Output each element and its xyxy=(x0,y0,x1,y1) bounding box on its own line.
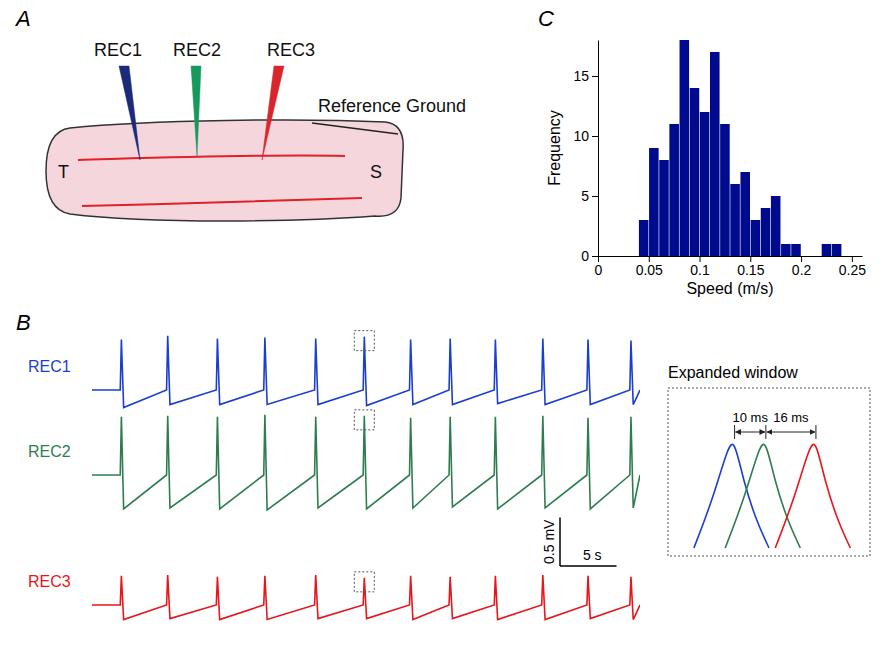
bar xyxy=(761,208,771,256)
y-tick-label: 10 xyxy=(573,128,589,144)
electrode xyxy=(262,66,284,160)
electrode-label: REC1 xyxy=(94,40,142,60)
bar xyxy=(690,88,700,256)
bar xyxy=(710,52,720,256)
delay-arrow xyxy=(767,432,815,433)
y-tick-mark xyxy=(592,76,598,77)
bar xyxy=(649,148,659,256)
inset-title: Expanded window xyxy=(668,364,798,381)
bar xyxy=(680,40,690,256)
electrode xyxy=(119,66,140,160)
trace-group xyxy=(92,575,640,620)
bar xyxy=(812,256,822,257)
y-axis-line xyxy=(598,41,599,257)
x-tick-label: 0.25 xyxy=(839,262,866,278)
y-tick: 15 xyxy=(573,68,598,84)
expanded-box xyxy=(354,572,374,592)
figure: ABCREC1REC2REC3Reference GroundTSREC1REC… xyxy=(0,0,887,648)
trace xyxy=(92,415,640,510)
bar xyxy=(751,220,761,256)
y-tick-label: 15 xyxy=(573,68,589,84)
peak-tick xyxy=(765,425,766,439)
fiber xyxy=(78,155,345,160)
trace-group xyxy=(92,336,640,408)
inset-spike xyxy=(725,444,800,548)
x-tick-label: 0 xyxy=(595,262,603,278)
bar xyxy=(801,256,811,257)
panel-c: 0 0.05 0.1 0.15 0.2 0.25 0 5 10 15 Speed (m/s) Freq… xyxy=(546,40,866,297)
bar xyxy=(639,220,649,256)
expanded-box xyxy=(354,410,374,430)
x-axis-title: Speed (m/s) xyxy=(686,280,773,297)
x-tick: 0.2 xyxy=(792,256,812,278)
fiber xyxy=(82,198,362,206)
scale-bar-x xyxy=(560,565,616,567)
x-tick-label: 0.05 xyxy=(636,262,663,278)
bar xyxy=(669,124,679,256)
bars xyxy=(639,40,841,256)
scale-bar-x-label: 5 s xyxy=(583,547,602,563)
bar xyxy=(730,184,740,256)
x-axis: 0 0.05 0.1 0.15 0.2 0.25 xyxy=(595,256,867,278)
y-tick: 5 xyxy=(581,188,598,204)
panel-letter: A xyxy=(14,6,31,31)
x-tick: 0.25 xyxy=(839,256,866,278)
y-axis-title: Frequency xyxy=(546,110,563,186)
reference-wire xyxy=(312,123,398,134)
end-label: T xyxy=(58,162,69,182)
bar xyxy=(700,112,710,256)
inset-marks xyxy=(694,444,850,548)
reference-label: Reference Ground xyxy=(318,96,466,116)
x-tick: 0.15 xyxy=(737,256,764,278)
electrode-label: REC3 xyxy=(267,40,315,60)
trace xyxy=(92,575,640,620)
bar xyxy=(791,244,801,256)
trace-label: REC1 xyxy=(28,358,71,375)
scale-bar-y-label: 0.5 mV xyxy=(541,519,557,564)
panel-b: REC1 REC2 REC3 0.5 mV 5 s Expanded window 10 m… xyxy=(28,331,870,620)
peak-tick xyxy=(815,425,816,439)
y-tick: 10 xyxy=(573,128,598,144)
x-tick: 0.05 xyxy=(636,256,663,278)
x-tick-label: 0.2 xyxy=(792,262,812,278)
electrode-label: REC2 xyxy=(173,40,221,60)
x-tick-label: 0.15 xyxy=(737,262,764,278)
x-tick: 0 xyxy=(595,256,603,278)
y-tick-label: 0 xyxy=(581,248,589,264)
y-tick-mark xyxy=(592,136,598,137)
electrode xyxy=(191,66,201,156)
bar xyxy=(720,124,730,256)
end-label: S xyxy=(370,162,382,182)
y-tick: 0 xyxy=(581,248,598,264)
bar xyxy=(771,196,781,256)
bar xyxy=(659,160,669,256)
panel-a: REC1 REC2 REC3 Reference Ground T S xyxy=(46,40,466,221)
trace-group xyxy=(92,415,640,510)
peak-tick xyxy=(734,425,735,439)
inset-spike xyxy=(775,444,850,548)
x-tick-label: 0.1 xyxy=(690,262,710,278)
bar xyxy=(832,244,842,256)
trace-label: REC2 xyxy=(28,443,71,460)
inset-frame xyxy=(668,388,870,556)
expanded-box xyxy=(354,331,374,351)
y-tick-mark xyxy=(592,196,598,197)
trace xyxy=(92,336,640,408)
y-tick-mark xyxy=(592,256,598,257)
delay-label: 16 ms xyxy=(773,410,809,425)
bar xyxy=(781,244,791,256)
bar xyxy=(822,244,832,256)
panel-letter: B xyxy=(16,310,31,335)
delay-arrow xyxy=(736,432,765,433)
y-tick-label: 5 xyxy=(581,188,589,204)
bar xyxy=(740,172,750,256)
panel-letter: C xyxy=(538,6,554,31)
tissue xyxy=(46,120,403,221)
scale-bar-y xyxy=(559,518,561,567)
delay-label: 10 ms xyxy=(733,410,769,425)
y-axis: 0 5 10 15 xyxy=(573,41,598,264)
x-axis-line xyxy=(599,256,863,257)
x-tick: 0.1 xyxy=(690,256,710,278)
trace-label: REC3 xyxy=(28,573,71,590)
